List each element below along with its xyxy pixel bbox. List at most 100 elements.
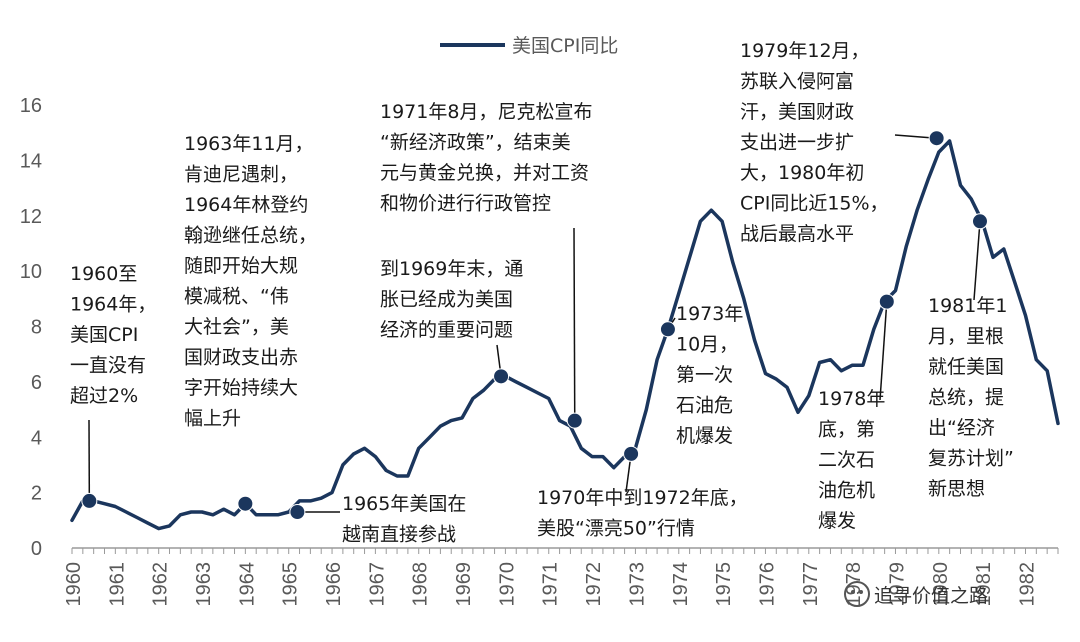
y-tick-label: 8 — [31, 317, 42, 339]
annotation-text: 1981年1 月，里根就任美国总统，提出“经济复苏计划” 新思想 — [928, 295, 1014, 500]
annotation-line: 字开始持续大 — [184, 377, 298, 399]
x-tick-label: 1978 — [843, 562, 865, 607]
annotation-line: 1965年美国在 — [342, 493, 466, 515]
watermark-text: 追寻价值之路 — [874, 585, 988, 607]
annotation-line: 第一次 — [676, 364, 733, 386]
annotation-line: 新思想 — [928, 478, 985, 500]
annotation-line: 底，第 — [818, 419, 875, 441]
x-tick-label: 1981 — [973, 562, 995, 607]
annotation-line: 汗，美国财政 — [740, 101, 854, 123]
annotation-line: 幅上升 — [184, 408, 241, 430]
annotation-marker — [289, 504, 306, 521]
annotation-line: 爆发 — [818, 510, 856, 532]
y-tick-label: 2 — [31, 483, 42, 505]
annotation-line: 越南直接参战 — [342, 524, 456, 546]
annotation-line: 随即开始大规 — [184, 255, 298, 277]
x-tick-label: 1979 — [886, 562, 908, 607]
y-tick-label: 16 — [20, 95, 42, 117]
annotation-line: 翰逊继任总统， — [184, 225, 317, 247]
annotation-text: 1971年8月，尼克松宣布 “新经济政策”，结束美元与黄金兑换，并对工资和物价进行… — [380, 101, 592, 215]
annotation-text: 1978年底，第二次石油危机爆发 — [818, 388, 885, 532]
x-tick-label: 1974 — [670, 562, 692, 607]
x-tick-label: 1975 — [713, 562, 735, 607]
annotation-line: 美国CPI — [70, 324, 138, 346]
annotation-text: 1970年中到1972年底， 美股“漂亮50”行情 — [537, 487, 748, 540]
annotation-line: 到1969年末，通 — [380, 258, 523, 280]
annotation-marker — [237, 495, 254, 512]
annotation-line: 1981年1 — [928, 295, 1007, 317]
x-tick-label: 1977 — [800, 562, 822, 607]
annotation-line: 复苏计划” — [928, 448, 1014, 470]
annotation-line: 二次石 — [818, 449, 875, 471]
annotation-line: 1964年， — [70, 294, 156, 316]
annotation-line: 元与黄金兑换，并对工资 — [380, 162, 589, 184]
annotation-leader — [573, 227, 576, 421]
annotation-line: “新经济政策”，结束美 — [380, 132, 571, 154]
annotation-line: 美股“漂亮50”行情 — [537, 518, 695, 540]
y-axis: 0 2 4 6 8 10 12 14 16 — [20, 95, 42, 560]
annotations-layer: 1960至 1964年，美国CPI 一直没有超过2%1963年11月，肯迪尼遇刺， 1… — [70, 40, 1014, 546]
annotation-marker — [971, 213, 988, 230]
annotation-line: 总统，提 — [928, 387, 1004, 409]
x-tick-label: 1966 — [323, 562, 345, 607]
x-tick-label: 1973 — [626, 562, 648, 607]
y-tick-label: 10 — [20, 261, 42, 283]
annotation-text: 1963年11月， 肯迪尼遇刺， 1964年林登约翰逊继任总统， 随即开始大规模减税、… — [184, 133, 317, 430]
annotation-line: 油危机 — [818, 480, 875, 502]
legend: 美国CPI同比 — [440, 35, 618, 57]
annotation-line: 1960至 — [70, 263, 137, 285]
annotation-text: 1973年 10月， 第一次石油危机爆发 — [676, 303, 743, 447]
annotation-line: 1973年 — [676, 303, 743, 325]
annotation-line: 1970年中到1972年底， — [537, 487, 748, 509]
annotation-marker — [878, 293, 895, 310]
x-tick-label: 1970 — [496, 562, 518, 607]
x-tick-label: 1964 — [236, 562, 258, 607]
y-tick-label: 6 — [31, 372, 42, 394]
annotation-marker — [623, 445, 640, 462]
annotation-line: 1978年 — [818, 388, 885, 410]
x-tick-label: 1962 — [150, 562, 172, 607]
annotation-line: 国财政支出赤 — [184, 347, 298, 369]
annotation-line: 1971年8月，尼克松宣布 — [380, 101, 592, 123]
x-tick-label: 1965 — [280, 562, 302, 607]
annotation-text: 1965年美国在越南直接参战 — [342, 493, 466, 546]
annotation-line: 1979年12月， — [740, 40, 870, 62]
annotation-line: 经济的重要问题 — [380, 319, 513, 341]
watermark: 追寻价值之路 — [844, 581, 988, 607]
annotation-leader — [879, 301, 888, 401]
x-tick-label: 1967 — [366, 562, 388, 607]
annotation-line: 大，1980年初 — [740, 162, 864, 184]
y-tick-label: 14 — [20, 150, 42, 172]
annotation-marker — [493, 368, 510, 385]
annotation-line: 就任美国 — [928, 356, 1004, 378]
x-tick-label: 1972 — [583, 562, 605, 607]
annotation-line: 和物价进行行政管控 — [380, 193, 551, 215]
annotation-line: 1964年林登约 — [184, 194, 308, 216]
series-line-cpi-yoy — [70, 139, 1060, 531]
x-tick-label: 1969 — [453, 562, 475, 607]
annotation-text: 到1969年末，通胀已经成为美国经济的重要问题 — [380, 258, 523, 341]
y-tick-label: 0 — [31, 538, 42, 560]
annotation-line: 支出进一步扩 — [740, 132, 854, 154]
wechat-icon-dot — [859, 590, 863, 594]
wechat-icon-dot — [851, 590, 855, 594]
annotation-line: 10月， — [676, 334, 738, 356]
annotation-leader — [973, 221, 981, 301]
annotation-line: 超过2% — [70, 385, 138, 407]
annotation-line: 战后最高水平 — [740, 223, 854, 245]
annotation-line: 模减税、“伟 — [184, 286, 289, 308]
annotation-marker — [566, 412, 583, 429]
legend-label: 美国CPI同比 — [512, 35, 618, 57]
annotation-line: 大社会”，美 — [184, 316, 289, 338]
annotation-marker — [81, 492, 98, 509]
y-tick-label: 12 — [20, 206, 42, 228]
x-tick-label: 1971 — [540, 562, 562, 607]
annotation-marker — [659, 321, 676, 338]
y-tick-label: 4 — [31, 427, 42, 449]
annotation-line: CPI同比近15%， — [740, 193, 889, 215]
x-tick-label: 1960 — [63, 562, 85, 607]
annotation-line: 出“经济 — [928, 417, 995, 439]
annotation-line: 月，里根 — [928, 326, 1004, 348]
annotation-text: 1960至 1964年， 美国CPI 一直没有超过2% — [70, 263, 156, 407]
x-tick-label: 1982 — [1016, 562, 1038, 607]
